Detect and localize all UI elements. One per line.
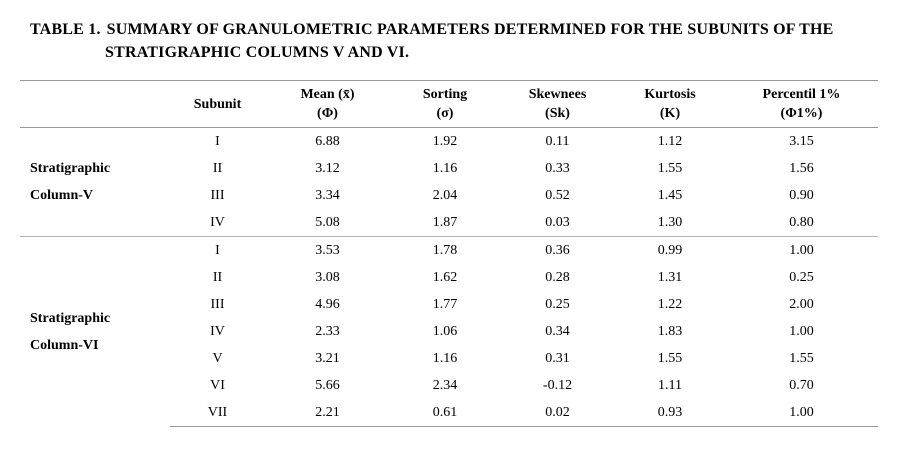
table-row: IV 5.08 1.87 0.03 1.30 0.80 — [20, 209, 878, 237]
table-row: II 3.12 1.16 0.33 1.55 1.56 — [20, 155, 878, 182]
cell-subunit: VII — [170, 399, 265, 427]
cell-sorting: 1.77 — [432, 296, 458, 312]
cell-mean: 3.21 — [315, 350, 340, 366]
cell-skewnees: 0.25 — [545, 296, 570, 312]
cell-subunit: IV — [210, 214, 225, 230]
cell-kurtosis: 1.55 — [657, 350, 683, 366]
table-row: III 3.34 2.04 0.52 1.45 0.90 — [20, 182, 878, 209]
col-header-percentil: Percentil 1% (Φ1%) — [725, 80, 878, 128]
table-row: Stratigraphic Column-V I 6.88 1.92 0.11 … — [20, 128, 878, 204]
table-number-label: TABLE 1. — [30, 21, 101, 38]
cell-percentil: 0.70 — [789, 377, 814, 393]
cell-percentil: 2.00 — [789, 296, 814, 312]
cell-percentil: 1.00 — [725, 236, 878, 264]
cell-skewnees: 0.11 — [545, 133, 570, 149]
cell-percentil: 1.55 — [789, 350, 814, 366]
table-row: Stratigraphic Column-VI I 3.53 1.78 0.36… — [20, 236, 878, 427]
cell-skewnees: 0.31 — [545, 350, 570, 366]
cell-subunit: VI — [210, 377, 225, 393]
cell-kurtosis: 1.45 — [657, 187, 683, 203]
cell-skewnees: 0.52 — [545, 187, 570, 203]
cell-mean: 3.12 — [315, 160, 340, 176]
cell-percentil: 1.56 — [789, 160, 814, 176]
cell-skewnees: 0.03 — [545, 214, 570, 230]
cell-skewnees: 0.28 — [545, 269, 570, 285]
cell-skewnees: -0.12 — [542, 377, 573, 393]
table-row: V 3.21 1.16 0.31 1.55 1.55 — [20, 345, 878, 372]
cell-percentil: 3.15 — [789, 133, 814, 149]
cell-sorting: 2.34 — [432, 377, 458, 393]
cell-mean: 5.66 — [315, 377, 340, 393]
col-header-group — [20, 80, 170, 128]
cell-sorting: 1.16 — [432, 350, 458, 366]
cell-sorting: 1.62 — [432, 269, 458, 285]
cell-mean: 4.96 — [315, 296, 340, 312]
cell-kurtosis: 1.83 — [657, 323, 683, 339]
cell-subunit: V — [212, 350, 223, 366]
cell-percentil: 0.80 — [789, 214, 814, 230]
cell-kurtosis: 0.93 — [615, 399, 725, 427]
col-header-skewnees: Skewnees (Sk) — [500, 80, 615, 128]
cell-percentil: 0.25 — [789, 269, 814, 285]
cell-mean: 6.88 — [315, 133, 340, 149]
cell-mean: 3.53 — [265, 236, 390, 264]
col-header-mean: Mean (x̄) (Φ) — [265, 80, 390, 128]
cell-mean: 2.33 — [315, 323, 340, 339]
group-label-column-vi: Stratigraphic Column-VI — [20, 236, 170, 427]
cell-sorting: 1.92 — [432, 133, 458, 149]
cell-subunit: III — [210, 187, 225, 203]
cell-skewnees: 0.34 — [545, 323, 570, 339]
cell-sorting: 0.61 — [390, 399, 500, 427]
cell-subunit: II — [212, 160, 223, 176]
col-header-sorting: Sorting (σ) — [390, 80, 500, 128]
header-row: Subunit Mean (x̄) (Φ) Sorting (σ) Skewnees… — [20, 80, 878, 128]
group-label-column-v: Stratigraphic Column-V — [30, 161, 111, 203]
cell-skewnees: 0.36 — [500, 236, 615, 264]
cell-sorting: 1.16 — [432, 160, 458, 176]
cell-kurtosis: 1.55 — [657, 160, 683, 176]
cell-kurtosis: 1.31 — [657, 269, 683, 285]
cell-sorting: 1.06 — [432, 323, 458, 339]
cell-skewnees: 0.33 — [545, 160, 570, 176]
cell-subunit: IV — [210, 323, 225, 339]
table-title-line1: TABLE 1. SUMMARY OF GRANULOMETRIC PARAMET… — [30, 18, 875, 41]
cell-mean: 5.08 — [315, 214, 340, 230]
cell-percentil: 1.00 — [789, 323, 814, 339]
cell-mean: 3.08 — [315, 269, 340, 285]
cell-kurtosis: 1.12 — [657, 133, 683, 149]
table-row: VI 5.66 2.34 -0.12 1.11 0.70 — [20, 372, 878, 399]
cell-subunit: III — [210, 296, 225, 312]
cell-kurtosis: 0.99 — [615, 236, 725, 264]
cell-kurtosis: 1.22 — [657, 296, 683, 312]
cell-kurtosis: 1.30 — [657, 214, 683, 230]
cell-percentil: 0.90 — [789, 187, 814, 203]
cell-percentil: 1.00 — [725, 399, 878, 427]
table-title: TABLE 1. SUMMARY OF GRANULOMETRIC PARAMET… — [30, 18, 875, 64]
table-title-line2: STRATIGRAPHIC COLUMNS V AND VI. — [105, 44, 410, 61]
cell-sorting: 1.78 — [390, 236, 500, 264]
table-row: III 4.96 1.77 0.25 1.22 2.00 — [20, 291, 878, 318]
col-header-subunit: Subunit — [170, 80, 265, 128]
cell-sorting: 1.87 — [432, 214, 458, 230]
cell-kurtosis: 1.11 — [658, 377, 682, 393]
granulometric-parameters-table: Subunit Mean (x̄) (Φ) Sorting (σ) Skewnees… — [20, 80, 878, 427]
cell-mean: 3.34 — [315, 187, 340, 203]
table-row: VII 2.21 0.61 0.02 0.93 1.00 — [20, 399, 878, 427]
table-title-text: SUMMARY OF GRANULOMETRIC PARAMETERS DETE… — [106, 21, 834, 38]
cell-skewnees: 0.02 — [500, 399, 615, 427]
cell-subunit: II — [212, 269, 223, 285]
cell-sorting: 2.04 — [432, 187, 458, 203]
col-header-kurtosis: Kurtosis (K) — [615, 80, 725, 128]
cell-subunit: I — [170, 236, 265, 264]
table-row: IV 2.33 1.06 0.34 1.83 1.00 — [20, 318, 878, 345]
table-row: II 3.08 1.62 0.28 1.31 0.25 — [20, 264, 878, 291]
cell-mean: 2.21 — [265, 399, 390, 427]
cell-subunit: I — [215, 133, 220, 149]
